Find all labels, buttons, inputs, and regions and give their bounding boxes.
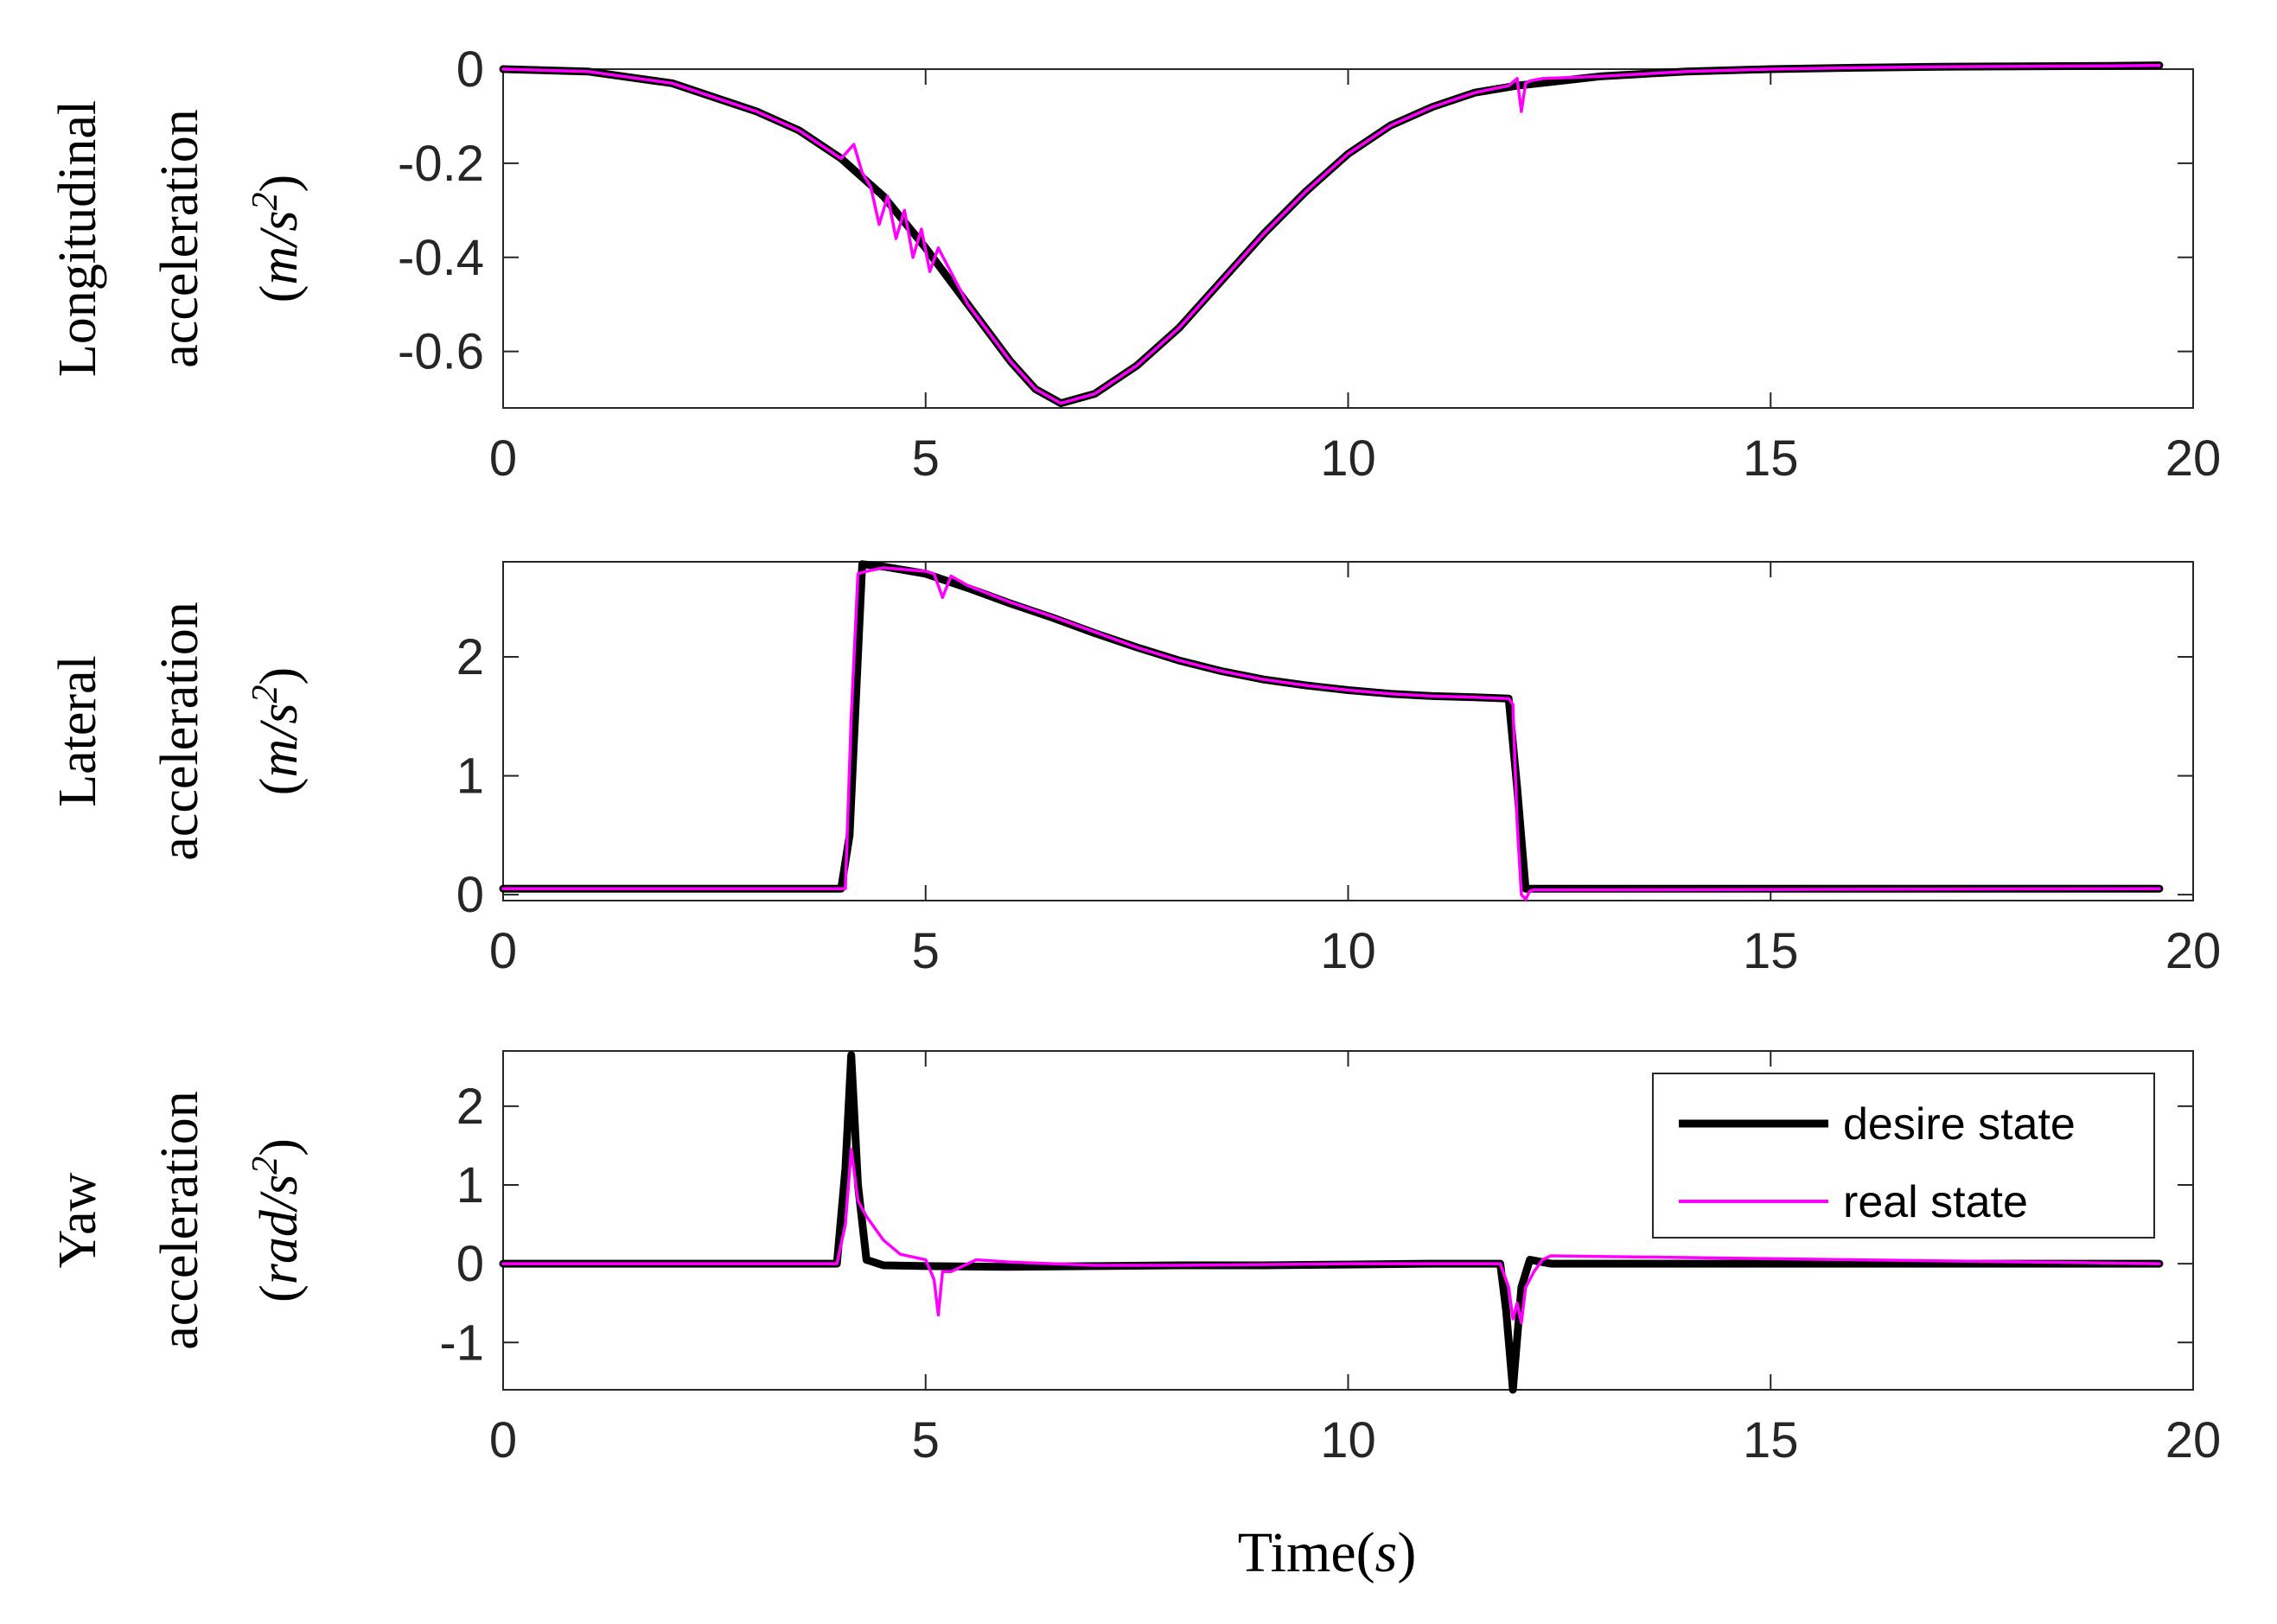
ylabel-longitudinal-close: ) bbox=[250, 175, 309, 193]
lateral-series-real-state bbox=[501, 566, 2161, 901]
lateral-ytick-label-2: 2 bbox=[456, 629, 484, 685]
ylabel-longitudinal-line3: (m/s2) bbox=[246, 175, 309, 303]
legend-label-real: real state bbox=[1843, 1177, 2028, 1227]
longitudinal-xtick-label-2: 10 bbox=[1320, 430, 1376, 487]
ticks-longitudinal: 0 5 10 15 20 0 -0.2 -0.4 -0.6 bbox=[398, 41, 2221, 487]
lateral-xtick-label-2: 10 bbox=[1320, 923, 1376, 979]
lateral-xtick-label-1: 5 bbox=[912, 923, 940, 979]
yaw-xtick-label-4: 20 bbox=[2165, 1412, 2222, 1468]
ylabel-yaw-open: ( bbox=[250, 1284, 309, 1302]
plot-area-lateral bbox=[502, 561, 2194, 901]
ylabel-longitudinal: Longitudinal acceleration (m/s2) bbox=[48, 100, 309, 377]
ylabel-yaw-line2: acceleration bbox=[150, 1091, 209, 1349]
legend: desire state real state bbox=[1652, 1073, 2155, 1239]
series-longitudinal bbox=[499, 61, 2164, 408]
lateral-ytick-label-0: 0 bbox=[456, 867, 484, 923]
ylabel-lateral-close: ) bbox=[250, 667, 309, 685]
ylabel-longitudinal-unit: m/s bbox=[250, 210, 309, 284]
ylabel-lateral-sup: 2 bbox=[246, 685, 285, 703]
yaw-ytick-label-2: 0 bbox=[456, 1236, 484, 1292]
yaw-ytick-label-3: -1 bbox=[439, 1315, 484, 1371]
yaw-series-real-state bbox=[501, 1148, 2161, 1325]
longitudinal-ytick-label-1: -0.2 bbox=[398, 136, 484, 192]
legend-box bbox=[1652, 1073, 2155, 1239]
ylabel-lateral-unit: m/s bbox=[250, 703, 309, 777]
ylabel-longitudinal-open: ( bbox=[250, 285, 309, 303]
ticks-lateral: 0 5 10 15 20 0 1 2 bbox=[456, 562, 2222, 979]
series-lateral bbox=[499, 560, 2164, 901]
longitudinal-ytick-label-0: 0 bbox=[456, 41, 484, 98]
ylabel-lateral-line2: acceleration bbox=[150, 602, 209, 860]
ylabel-yaw: Yaw acceleration (rad/s2) bbox=[48, 1091, 309, 1349]
legend-label-desire: desire state bbox=[1843, 1099, 2076, 1150]
yaw-ytick-label-0: 2 bbox=[456, 1079, 484, 1135]
panel-longitudinal: 0 5 10 15 20 0 -0.2 -0.4 -0.6 Longitudinal accel… bbox=[48, 41, 2221, 487]
x-axis-label-unit: s bbox=[1375, 1521, 1398, 1584]
lateral-ytick-label-1: 1 bbox=[456, 748, 484, 805]
ylabel-yaw-line1: Yaw bbox=[48, 1172, 107, 1268]
longitudinal-xtick-label-1: 5 bbox=[912, 430, 940, 487]
longitudinal-xtick-label-4: 20 bbox=[2165, 430, 2222, 487]
yaw-xtick-label-1: 5 bbox=[912, 1412, 940, 1468]
ylabel-longitudinal-sup: 2 bbox=[246, 192, 285, 210]
yaw-xtick-label-0: 0 bbox=[489, 1412, 517, 1468]
ylabel-lateral-open: ( bbox=[250, 778, 309, 796]
ylabel-longitudinal-line2: acceleration bbox=[150, 109, 209, 367]
ylabel-lateral: Lateral acceleration (m/s2) bbox=[48, 602, 309, 860]
ylabel-yaw-sup: 2 bbox=[246, 1156, 285, 1175]
longitudinal-xtick-label-0: 0 bbox=[489, 430, 517, 487]
x-axis-label-suffix: ) bbox=[1397, 1521, 1416, 1584]
x-axis-label: Time(s) bbox=[1238, 1521, 1417, 1584]
lateral-xtick-label-0: 0 bbox=[489, 923, 517, 979]
ylabel-lateral-line1: Lateral bbox=[48, 655, 107, 807]
series-yaw bbox=[499, 1051, 2164, 1394]
yaw-xtick-label-2: 10 bbox=[1320, 1412, 1376, 1468]
ylabel-yaw-line3: (rad/s2) bbox=[246, 1138, 309, 1302]
ylabel-yaw-unit: rad/s bbox=[250, 1175, 309, 1284]
plot-area-longitudinal bbox=[502, 68, 2194, 409]
ylabel-lateral-line3: (m/s2) bbox=[246, 667, 309, 795]
ylabel-yaw-close: ) bbox=[250, 1138, 309, 1156]
longitudinal-ytick-label-2: -0.4 bbox=[398, 230, 484, 286]
longitudinal-ytick-label-3: -0.6 bbox=[398, 324, 484, 380]
yaw-ytick-label-1: 1 bbox=[456, 1157, 484, 1213]
lateral-xtick-label-3: 15 bbox=[1743, 923, 1799, 979]
x-axis-label-prefix: Time( bbox=[1238, 1521, 1375, 1584]
longitudinal-xtick-label-3: 15 bbox=[1743, 430, 1799, 487]
yaw-xtick-label-3: 15 bbox=[1743, 1412, 1799, 1468]
ylabel-longitudinal-line1: Longitudinal bbox=[48, 100, 107, 377]
longitudinal-series-real-state bbox=[501, 63, 2161, 405]
lateral-xtick-label-4: 20 bbox=[2165, 923, 2222, 979]
